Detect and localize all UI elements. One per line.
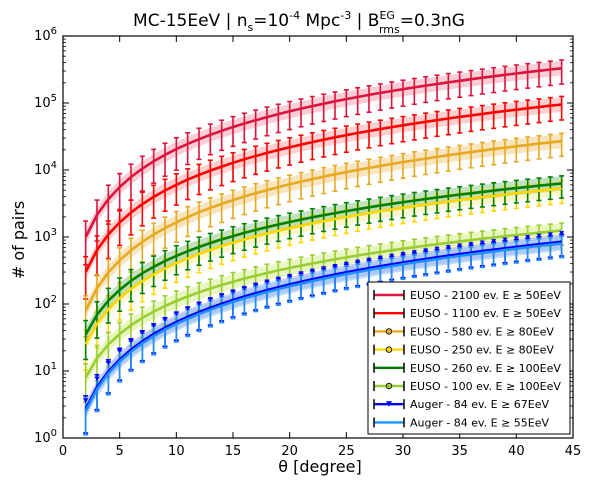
legend: EUSO - 2100 ev. E ≥ 50EeV EUSO - 1100 ev.… <box>367 281 571 435</box>
y-tick-label: 102 <box>34 294 57 312</box>
data-point <box>94 376 100 382</box>
data-point <box>423 248 429 253</box>
data-point <box>173 311 179 316</box>
data-point <box>196 301 202 307</box>
data-point <box>275 276 281 282</box>
y-tick-label: 104 <box>34 160 57 178</box>
data-point <box>139 330 145 336</box>
x-tick-label: 0 <box>59 444 67 459</box>
data-point <box>151 323 157 328</box>
data-point <box>445 245 451 250</box>
data-point <box>400 251 406 257</box>
data-point <box>321 266 327 271</box>
data-point <box>434 246 440 252</box>
data-point <box>411 250 417 255</box>
data-point <box>468 242 474 247</box>
series-line <box>84 229 562 379</box>
data-point <box>479 240 485 246</box>
legend-label: Auger - 84 ev. E ≥ 55EeV <box>410 416 550 429</box>
data-point <box>377 255 383 261</box>
legend-label: EUSO - 100 ev. E ≥ 100EeV <box>410 380 561 393</box>
data-point <box>389 253 395 259</box>
y-tick-label: 103 <box>34 227 57 245</box>
data-point <box>366 257 372 263</box>
legend-label: Auger - 84 ev. E ≥ 67EeV <box>410 398 550 411</box>
data-point <box>241 285 247 291</box>
x-tick-label: 40 <box>508 444 525 459</box>
x-tick-label: 25 <box>338 444 355 459</box>
data-point <box>207 297 213 302</box>
series-curves <box>84 67 562 412</box>
data-point <box>343 261 349 267</box>
y-tick-label: 100 <box>34 428 57 446</box>
data-point <box>355 259 361 265</box>
legend-marker <box>385 382 393 390</box>
x-axis-ticks: 0 5 10 15 20 25 30 35 40 45 <box>59 36 581 459</box>
legend-marker <box>386 401 392 407</box>
data-point <box>298 271 304 276</box>
y-axis-label: # of pairs <box>9 201 28 279</box>
data-point <box>219 293 225 298</box>
y-tick-label: 105 <box>34 93 57 111</box>
x-axis-label: θ [degree] <box>278 457 361 476</box>
series-markers <box>83 231 565 404</box>
legend-label: EUSO - 2100 ev. E ≥ 50EeV <box>410 289 561 302</box>
legend-label: EUSO - 1100 ev. E ≥ 50EeV <box>410 307 561 320</box>
svg-text:MC-15EeV | ns=10-4 Mpc-3 | BE: MC-15EeV | ns=10-4 Mpc-3 | BEG rms=0.3nG <box>133 9 465 36</box>
series-line <box>84 240 562 410</box>
data-point <box>502 237 508 243</box>
series-line <box>84 187 562 345</box>
x-tick-label: 35 <box>451 444 468 459</box>
x-tick-label: 45 <box>565 444 582 459</box>
data-point <box>525 234 531 240</box>
series-line <box>84 139 562 312</box>
data-point <box>264 279 270 285</box>
legend-label: EUSO - 580 ev. E ≥ 80EeV <box>410 325 554 338</box>
data-point <box>230 289 236 294</box>
data-point <box>287 273 293 279</box>
x-tick-label: 15 <box>225 444 242 459</box>
data-point <box>332 263 338 269</box>
data-point <box>105 360 111 366</box>
legend-label: EUSO - 260 ev. E ≥ 100EeV <box>410 362 561 375</box>
series-line <box>84 103 562 273</box>
data-point <box>162 317 168 322</box>
legend-marker <box>385 346 393 353</box>
series-line <box>84 67 562 238</box>
data-point <box>185 306 191 311</box>
data-point <box>117 348 123 354</box>
data-point <box>83 398 89 404</box>
data-point <box>513 236 519 241</box>
x-tick-label: 5 <box>116 444 124 459</box>
legend-marker <box>385 328 393 335</box>
data-point <box>547 232 553 237</box>
y-tick-label: 101 <box>34 361 57 379</box>
x-tick-label: 10 <box>168 444 185 459</box>
data-point <box>491 239 497 244</box>
series-line <box>84 242 562 412</box>
data-point <box>559 231 565 236</box>
chart-title: MC-15EeV | ns=10-4 Mpc-3 | BEG rms=0.3nG <box>133 9 465 36</box>
data-point <box>309 268 315 274</box>
x-tick-label: 30 <box>395 444 412 459</box>
legend-box <box>367 281 571 435</box>
x-tick-label: 20 <box>281 444 298 459</box>
series-line <box>84 182 562 336</box>
data-point <box>457 243 463 249</box>
legend-label: EUSO - 250 ev. E ≥ 80EeV <box>410 344 554 357</box>
y-axis-ticks: 100 101 102 103 104 105 106 <box>34 26 573 446</box>
data-point <box>253 282 259 288</box>
y-tick-label: 106 <box>34 26 57 44</box>
data-point <box>536 233 542 239</box>
data-point <box>128 339 134 344</box>
